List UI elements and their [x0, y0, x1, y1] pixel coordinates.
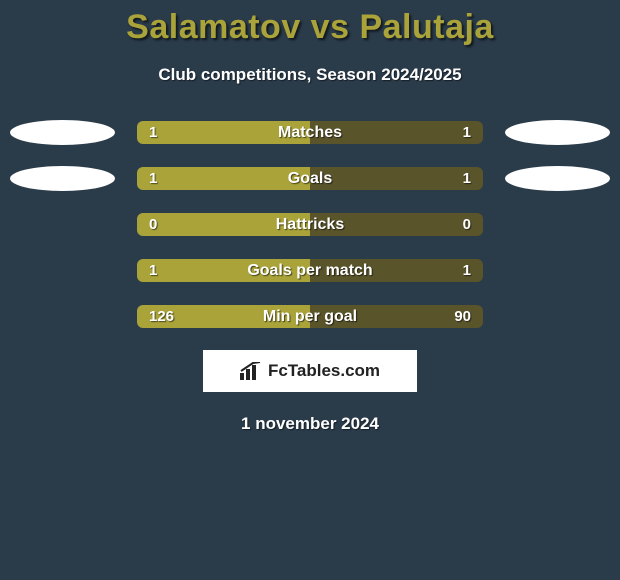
chart-icon	[240, 362, 262, 380]
stat-bar: 11Goals	[137, 167, 483, 190]
bar-segment-left	[137, 121, 310, 144]
page-title: Salamatov vs Palutaja	[126, 8, 494, 47]
stat-value-right: 1	[463, 259, 471, 282]
stat-row: 12690Min per goal	[0, 305, 620, 328]
stat-row: 00Hattricks	[0, 213, 620, 236]
stat-bar: 11Goals per match	[137, 259, 483, 282]
stat-value-left: 0	[149, 213, 157, 236]
stat-bar: 11Matches	[137, 121, 483, 144]
bar-segment-right	[310, 167, 483, 190]
date-text: 1 november 2024	[241, 414, 379, 434]
page-subtitle: Club competitions, Season 2024/2025	[158, 65, 461, 85]
stat-value-right: 90	[454, 305, 471, 328]
brand-text: FcTables.com	[268, 361, 380, 381]
stat-value-right: 0	[463, 213, 471, 236]
stat-row: 11Goals per match	[0, 259, 620, 282]
bar-segment-right	[310, 121, 483, 144]
stat-value-right: 1	[463, 121, 471, 144]
bar-segment-left	[137, 259, 310, 282]
stat-value-left: 1	[149, 121, 157, 144]
stat-value-left: 1	[149, 167, 157, 190]
stat-bar: 00Hattricks	[137, 213, 483, 236]
player-left-ellipse	[10, 166, 115, 191]
player-right-ellipse	[505, 166, 610, 191]
player-right-ellipse	[505, 120, 610, 145]
stat-row: 11Matches	[0, 121, 620, 144]
stat-value-left: 1	[149, 259, 157, 282]
stat-value-left: 126	[149, 305, 174, 328]
stat-value-right: 1	[463, 167, 471, 190]
bar-segment-left	[137, 213, 310, 236]
bar-segment-left	[137, 167, 310, 190]
stat-row: 11Goals	[0, 167, 620, 190]
comparison-card: Salamatov vs Palutaja Club competitions,…	[0, 0, 620, 434]
bar-segment-right	[310, 213, 483, 236]
stat-rows: 11Matches11Goals00Hattricks11Goals per m…	[0, 121, 620, 328]
player-left-ellipse	[10, 120, 115, 145]
stat-bar: 12690Min per goal	[137, 305, 483, 328]
brand-badge: FcTables.com	[203, 350, 417, 392]
bar-segment-right	[310, 259, 483, 282]
